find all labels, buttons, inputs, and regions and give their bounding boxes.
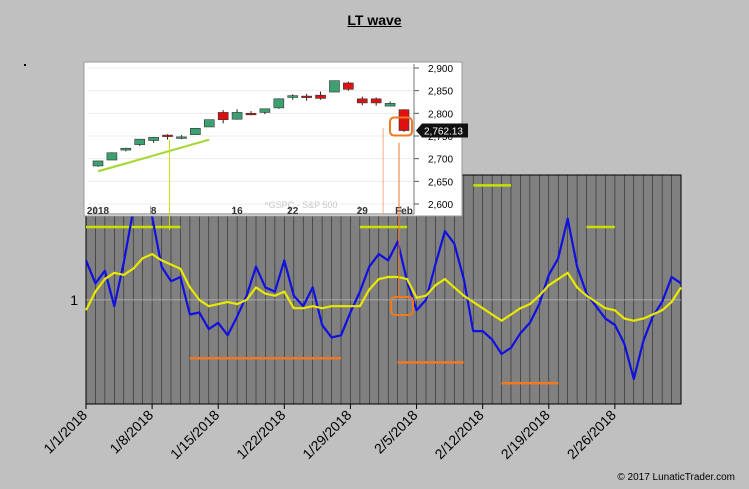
candle-body [134, 138, 146, 145]
candle-body [356, 98, 368, 104]
candle-body [343, 82, 354, 90]
inset-x-tick-label: 29 [357, 206, 369, 217]
inset-y-tick-label: 2,800 [428, 109, 453, 120]
inset-x-tick-label: 22 [287, 206, 299, 217]
inset-y-tick-label: 2,850 [428, 87, 453, 98]
x-tick-label: 2/26/2018 [564, 407, 620, 463]
x-tick-label: 1/8/2018 [106, 407, 156, 457]
x-tick-label: 1/22/2018 [233, 407, 289, 463]
candle-body [398, 109, 410, 131]
x-tick-label: 2/5/2018 [371, 407, 421, 457]
copyright-notice: © 2017 LunaticTrader.com [617, 472, 735, 483]
inset-trend-line [97, 138, 210, 173]
inset-source-label: ^GSPC - S&P 500 [264, 200, 337, 210]
inset-x-tick-label: Feb [395, 206, 413, 217]
x-tick-label: 1/1/2018 [40, 407, 90, 457]
candle-body [370, 98, 382, 104]
inset-x-tick-label: 16 [232, 206, 244, 217]
y-tick-label: 1 [70, 292, 78, 308]
smoothed-series-line [85, 253, 682, 322]
candle-body [120, 147, 132, 151]
candle-body [245, 113, 257, 116]
candle-body [329, 80, 340, 93]
candle-body [148, 137, 159, 141]
x-tick-label: 2/12/2018 [431, 407, 487, 463]
inset-x-tick-label: 8 [151, 206, 157, 217]
x-tick-label: 2/19/2018 [498, 407, 554, 463]
inset-y-tick-label: 2,650 [428, 177, 453, 188]
inset-y-tick-label: 2,600 [428, 200, 453, 211]
x-tick-label: 1/15/2018 [167, 407, 223, 463]
candle-body [231, 112, 243, 120]
last-price-tag [416, 123, 468, 138]
candle-body [287, 95, 299, 98]
candle-body [384, 103, 396, 107]
stray-dot [24, 64, 26, 66]
x-tick-label: 1/29/2018 [299, 407, 355, 463]
inset-x-tick-label: 2018 [87, 206, 110, 217]
candle-body [176, 136, 187, 139]
candle-body [162, 134, 173, 137]
last-price-label: 2,762.13 [424, 127, 463, 138]
candle-body [259, 108, 271, 113]
candle-body [217, 112, 229, 120]
candle-body [301, 95, 312, 98]
highlight-box [390, 296, 414, 316]
candle-body [190, 127, 201, 135]
candle-body [273, 98, 285, 109]
candle-body [106, 152, 118, 161]
candle-body [203, 119, 215, 128]
inset-y-tick-label: 2,900 [428, 64, 453, 75]
wave-series-line [84, 201, 682, 381]
highlight-box [389, 116, 413, 137]
chart-title: LT wave [347, 12, 402, 28]
inset-y-tick-label: 2,700 [428, 155, 453, 166]
candle-body [315, 94, 326, 99]
candle-body [92, 160, 104, 167]
